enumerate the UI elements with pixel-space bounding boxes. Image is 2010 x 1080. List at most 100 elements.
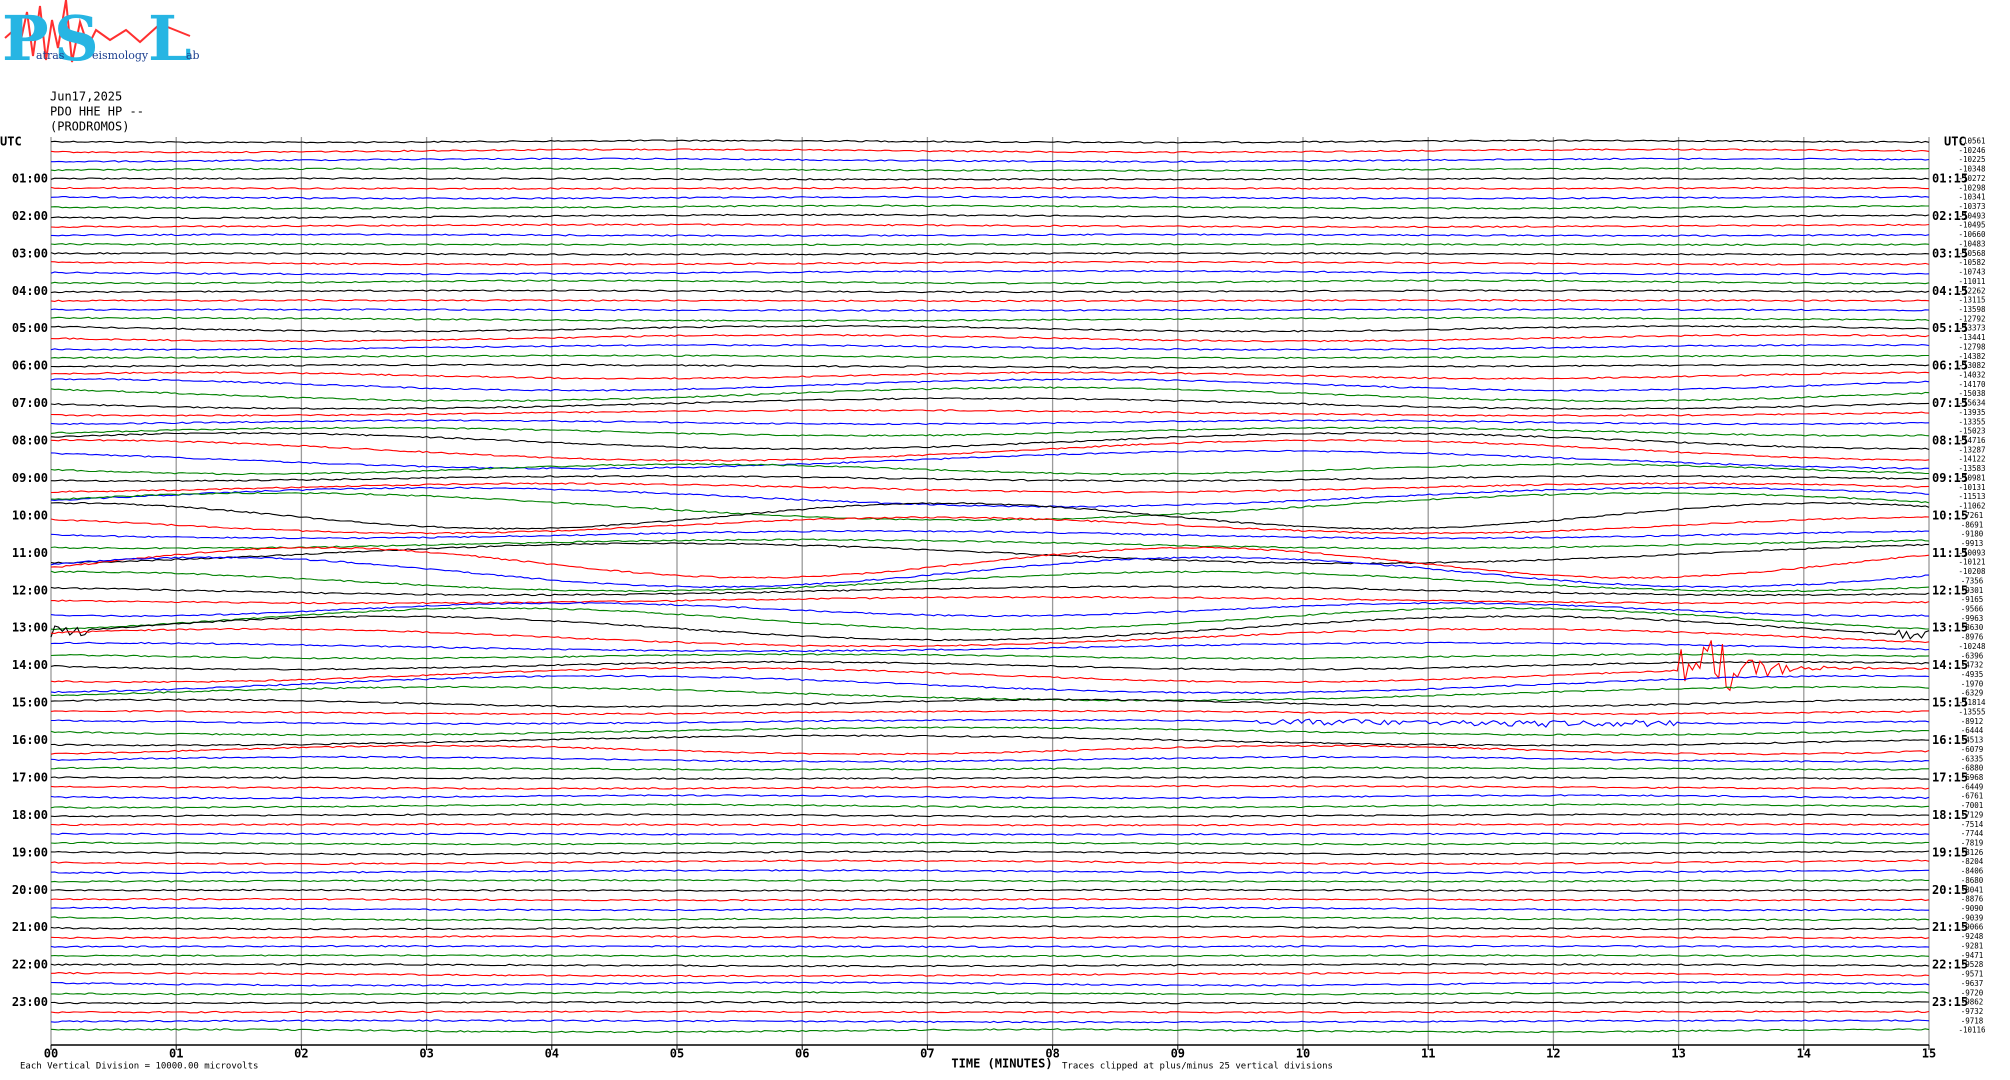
left-time-label: 09:00 [12,471,48,485]
trace [50,397,1930,410]
trace [50,474,1930,483]
x-tick-label: 12 [1546,1047,1560,1061]
x-axis-title: TIME (MINUTES) [951,1057,1052,1071]
trace-offset: -7261 [1961,511,1984,520]
trace [50,419,1930,426]
trace-offset: -8406 [1961,867,1984,876]
trace-offset: -10348 [1958,165,1986,174]
trace-offset: -10272 [1958,174,1985,183]
trace [50,233,1930,237]
trace-offset: -11011 [1958,277,1985,286]
left-time-label: 23:00 [12,995,48,1009]
right-time-label: 17:15 [1932,770,1968,784]
trace [50,925,1930,931]
trace [50,269,1930,276]
trace [50,794,1930,800]
trace [50,888,1930,892]
trace [50,906,1929,912]
trace [50,242,1930,246]
left-time-label: 05:00 [12,321,48,335]
left-time-label: 18:00 [12,808,48,822]
right-time-label: 03:15 [1932,246,1968,260]
right-time-label: 22:15 [1932,958,1968,972]
left-time-label: 07:00 [12,396,48,410]
trace-offset: -13935 [1958,408,1985,417]
trace-offset: -15023 [1958,427,1985,436]
right-time-label: 08:15 [1932,434,1968,448]
left-time-label: 21:00 [12,920,48,934]
left-time-label: 15:00 [12,696,48,710]
right-time-label: 16:15 [1932,733,1968,747]
trace [50,432,1930,451]
trace [50,195,1930,200]
trace [50,1010,1930,1014]
right-time-label: 12:15 [1932,583,1968,597]
left-time-label: 03:00 [12,246,48,260]
left-time-label: 01:00 [12,171,48,185]
trace [50,606,1930,631]
trace [50,409,1930,417]
right-time-label: 20:15 [1932,883,1968,897]
trace [50,601,1929,618]
date: Jun17,2025 [50,90,122,104]
trace-offset: -11062 [1958,502,1985,511]
trace [50,832,1930,836]
logo: P S L atras eismology ab [2,0,200,75]
trace [50,859,1930,865]
x-tick-label: 03 [419,1047,433,1061]
trace [50,585,1930,597]
logo-word: ab [186,49,200,62]
trace [50,542,1930,565]
trace-offset: -7356 [1961,576,1984,585]
trace [50,167,1930,172]
trace-offset: -7819 [1961,839,1984,848]
right-axis-title: UTC [1944,135,1966,149]
right-time-label: 07:15 [1932,396,1968,410]
trace [50,343,1930,351]
trace-offset: -10093 [1958,548,1985,557]
trace [51,718,1930,728]
right-time-label: 09:15 [1932,471,1968,485]
right-time-label: 15:15 [1932,696,1968,710]
trace [50,869,1929,875]
trace-offset: -8680 [1961,876,1984,885]
trace-offset: -7129 [1961,810,1984,819]
trace-offset: -10582 [1958,258,1985,267]
trace [50,260,1930,266]
logo-letter: L [148,2,192,75]
right-time-label: 21:15 [1932,920,1968,934]
trace-offset: -13082 [1958,361,1985,370]
trace-offset: -7744 [1961,829,1984,838]
trace-offset: -7514 [1961,820,1984,829]
trace-offset: -10208 [1958,567,1986,576]
trace-offset: -11814 [1958,698,1986,707]
trace-offset: -9718 [1961,1016,1984,1025]
trace [50,486,1930,508]
trace [50,823,1930,827]
trace [50,570,1930,593]
left-time-label: 20:00 [12,883,48,897]
trace [50,279,1930,285]
right-time-label: 02:15 [1932,209,1968,223]
logo-letter: P [2,2,49,75]
x-tick-label: 01 [169,1047,183,1061]
right-time-label: 18:15 [1932,808,1968,822]
x-tick-label: 06 [795,1047,809,1061]
trace [50,981,1930,987]
trace-offset: -10116 [1958,1026,1986,1035]
trace [50,289,1930,294]
trace-offset: -4935 [1961,670,1984,679]
trace [50,529,1930,540]
trace [50,308,1930,312]
trace-offset: -7001 [1961,801,1984,810]
trace-offset: -13583 [1958,464,1985,473]
trace-offset: -9720 [1961,988,1984,997]
trace-offset: -10121 [1958,558,1985,567]
trace [50,333,1930,343]
trace [50,640,1930,692]
trace-offset: -6079 [1961,745,1984,754]
left-time-label: 19:00 [12,845,48,859]
trace [50,734,1930,747]
x-tick-label: 02 [294,1047,308,1061]
trace-offset: -10743 [1958,268,1985,277]
